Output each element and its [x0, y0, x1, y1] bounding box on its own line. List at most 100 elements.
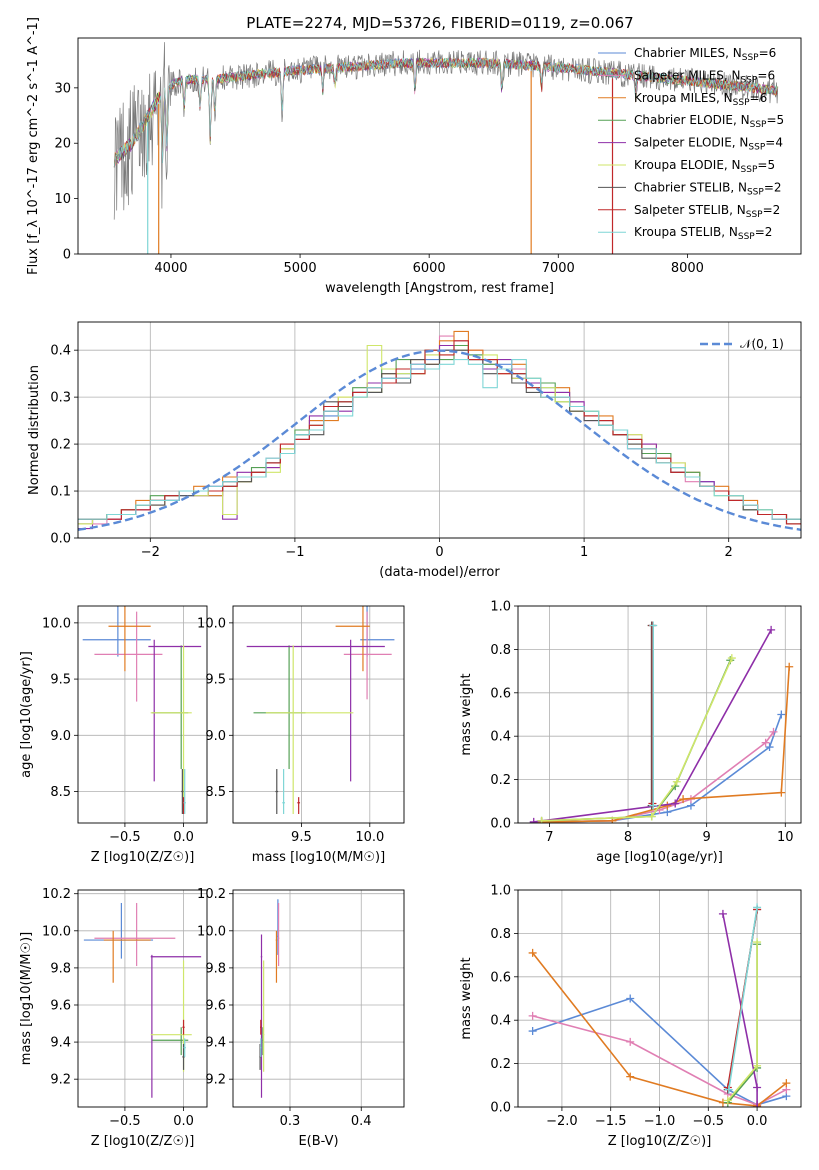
figure-title: PLATE=2274, MJD=53726, FIBERID=0119, z=0…	[246, 14, 633, 32]
plot-frame	[517, 889, 802, 1108]
weight-point-marker	[723, 1096, 732, 1105]
weight-point-marker	[626, 1037, 635, 1046]
y-tick-label: 0.4	[490, 730, 511, 745]
y-tick-label: 9.8	[205, 961, 226, 976]
weight-lines	[529, 621, 794, 823]
weight-point-marker	[777, 710, 786, 719]
histogram-panel: −2 −1 0 1 2 0.0 0.1 0.2 0.3 0.4 (data-model)/error…	[27, 321, 802, 580]
legend-entry: Chabrier MILES, NSSP=6	[634, 46, 776, 63]
weight-point-marker	[626, 994, 635, 1003]
legend-entry: Salpeter MILES, NSSP=6	[634, 68, 775, 85]
x-tick-label: −0.5	[693, 1114, 725, 1129]
y-tick-label: 0	[63, 248, 71, 263]
y-tick-label: 1.0	[490, 884, 511, 899]
x-tick-label: 8000	[671, 261, 704, 276]
x-tick-label: −0.5	[109, 1114, 141, 1129]
y-axis-label: Flux [f_λ 10^-17 erg cm^-2 s^-1 A^-1]	[26, 17, 41, 275]
legend-entry: Chabrier ELODIE, NSSP=5	[634, 113, 784, 130]
plot-background	[233, 890, 404, 1107]
x-axis-label: (data-model)/error	[379, 565, 500, 580]
weight-point-marker	[649, 801, 658, 810]
x-tick-label: 7	[545, 830, 553, 845]
legend-entry: Salpeter STELIB, NSSP=2	[634, 203, 780, 220]
plot-background	[233, 606, 404, 823]
weight-point-marker	[724, 1085, 733, 1094]
errorbar-markers	[259, 899, 280, 1098]
weight-series-line	[728, 907, 758, 1090]
x-tick-label: −1	[285, 545, 304, 560]
plot-frame	[232, 889, 405, 1108]
plot-frame	[517, 605, 802, 824]
y-tick-label: 10.2	[42, 887, 71, 902]
y-axis-label: mass [log10(M/M☉)]	[19, 932, 34, 1065]
x-axis-label: mass [log10(M/M☉)]	[252, 850, 385, 865]
errorbar-markers	[82, 606, 202, 815]
y-tick-label: 0.2	[50, 438, 71, 453]
age-vs-metallicity-panel: −0.5 0.0 8.5 9.0 9.5 10.0 Z [log10(Z/Z☉)] age […	[19, 605, 208, 865]
y-tick-label: 9.4	[50, 1036, 71, 1051]
plot-frame	[77, 889, 208, 1108]
y-tick-label: 9.5	[50, 673, 71, 688]
y-tick-label: 10.0	[197, 616, 226, 631]
y-tick-label: 0.1	[50, 485, 71, 500]
plot-frame	[232, 605, 405, 824]
y-tick-label: 9.8	[50, 961, 71, 976]
y-tick-label: 9.0	[50, 729, 71, 744]
y-tick-label: 10.0	[197, 924, 226, 939]
weight-point-marker	[718, 909, 727, 918]
weight-point-marker	[761, 738, 770, 747]
y-tick-label: 9.5	[205, 673, 226, 688]
y-tick-label: 1.0	[490, 600, 511, 615]
errorbar-markers	[83, 902, 202, 1098]
model-spectrum-line	[113, 57, 778, 168]
plot-background	[78, 606, 207, 823]
legend-entry: 𝒩(0, 1)	[740, 337, 784, 351]
x-tick-label: 9	[703, 830, 711, 845]
x-tick-label: 0.0	[173, 1114, 194, 1129]
weight-point-marker	[767, 625, 776, 634]
y-tick-label: 8.5	[50, 785, 71, 800]
mass-vs-extinction-panel: 0.3 0.4 9.2 9.4 9.6 9.8 10.0 10.2 E(B-V)	[197, 887, 405, 1149]
x-tick-label: 2	[725, 545, 733, 560]
legend-entry: Salpeter ELODIE, NSSP=4	[634, 136, 783, 153]
weight-point-marker	[753, 1103, 762, 1107]
x-axis-label: wavelength [Angstrom, rest frame]	[325, 281, 554, 296]
mass-weight-vs-metallicity-panel: −2.0 −1.5 −1.0 −0.5 0.0 0.0 0.2 0.4 0.6 0.8 1.0 Z […	[459, 884, 802, 1149]
y-tick-label: 9.6	[50, 998, 71, 1013]
y-tick-label: 0.0	[490, 817, 511, 832]
plot-frame	[77, 37, 802, 255]
x-tick-label: 7000	[542, 261, 575, 276]
y-tick-label: 0.6	[490, 970, 511, 985]
y-tick-label: 0.2	[490, 1057, 511, 1072]
y-axis-label: Normed distribution	[27, 365, 42, 495]
x-axis-label: Z [log10(Z/Z☉)]	[608, 1134, 712, 1149]
x-tick-label: 8	[624, 830, 632, 845]
x-tick-label: −1.5	[595, 1114, 627, 1129]
weight-point-marker	[528, 1011, 537, 1020]
y-tick-label: 0.8	[490, 927, 511, 942]
x-axis-label: E(B-V)	[298, 1134, 338, 1149]
y-tick-label: 9.6	[205, 998, 226, 1013]
weight-point-marker	[753, 1083, 762, 1092]
model-spectrum-line	[113, 57, 778, 168]
weight-point-marker	[649, 621, 658, 630]
y-tick-label: 10.0	[42, 616, 71, 631]
y-tick-label: 9.0	[205, 729, 226, 744]
weight-point-marker	[782, 1079, 791, 1088]
x-tick-label: 1	[580, 545, 588, 560]
histogram-steps	[78, 330, 801, 531]
x-tick-label: 10	[777, 830, 794, 845]
x-tick-label: 0	[435, 545, 443, 560]
y-tick-label: 0.3	[50, 391, 71, 406]
x-axis-label: Z [log10(Z/Z☉)]	[91, 850, 195, 865]
x-tick-label: 0.0	[747, 1114, 768, 1129]
weight-point-marker	[727, 654, 736, 663]
x-tick-label: −0.5	[109, 830, 141, 845]
legend-entry: Kroupa MILES, NSSP=6	[634, 91, 767, 108]
y-tick-label: 10	[54, 192, 71, 207]
histogram-step-series	[78, 359, 801, 520]
x-tick-label: −2	[141, 545, 160, 560]
y-tick-label: 30	[54, 81, 71, 96]
y-tick-label: 9.4	[205, 1036, 226, 1051]
x-tick-label: −1.0	[644, 1114, 676, 1129]
